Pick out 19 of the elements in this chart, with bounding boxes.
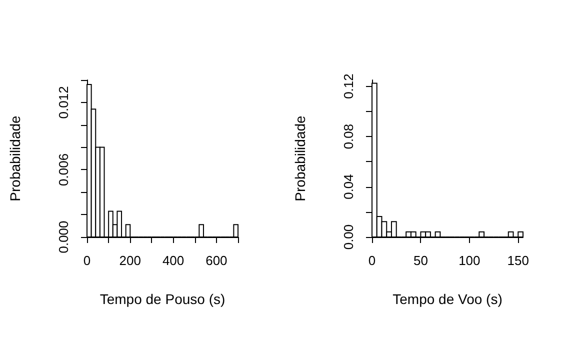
y-axis-title: Probabilidade — [7, 115, 23, 202]
y-tick-label: 0.006 — [56, 153, 71, 186]
x-tick-label: 50 — [413, 253, 428, 268]
x-tick-label: 0 — [368, 253, 376, 268]
x-axis-title: Tempo de Voo (s) — [392, 291, 502, 307]
y-tick-label: 0.00 — [341, 224, 356, 250]
x-tick-label: 400 — [162, 253, 184, 268]
y-tick-label: 0.12 — [341, 74, 356, 99]
y-tick-label: 0.012 — [56, 86, 71, 119]
y-tick-label: 0.08 — [341, 124, 356, 150]
y-axis-title: Probabilidade — [292, 115, 308, 202]
y-tick-label: 0.000 — [56, 220, 71, 254]
x-tick-label: 200 — [119, 253, 141, 268]
y-tick-label: 0.04 — [341, 174, 356, 200]
x-tick-label: 150 — [507, 253, 529, 268]
x-tick-label: 0 — [83, 253, 91, 268]
x-tick-label: 600 — [206, 253, 228, 268]
x-tick-label: 100 — [458, 253, 480, 268]
x-axis-title: Tempo de Pouso (s) — [100, 291, 226, 307]
